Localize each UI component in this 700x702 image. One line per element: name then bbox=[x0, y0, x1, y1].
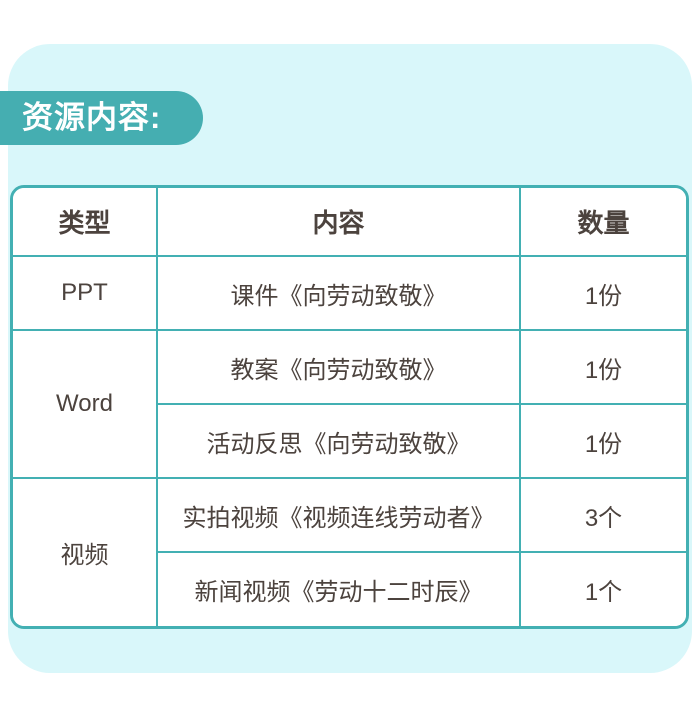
table-row: Word 教案《向劳动致敬》 1份 bbox=[13, 329, 686, 479]
cell-content: 实拍视频《视频连线劳动者》 bbox=[156, 477, 521, 553]
section-title-badge: 资源内容: bbox=[0, 91, 204, 145]
cell-content: 教案《向劳动致敬》 bbox=[156, 329, 521, 405]
resource-table: 类型 内容 数量 PPT 课件《向劳动致敬》 1份 Word 教案《向劳动致敬》… bbox=[13, 188, 686, 626]
table-row: PPT 课件《向劳动致敬》 1份 bbox=[13, 255, 686, 331]
cell-qty: 1个 bbox=[519, 551, 686, 626]
header-type: 类型 bbox=[13, 188, 158, 257]
cell-content: 课件《向劳动致敬》 bbox=[156, 255, 521, 331]
cell-qty: 3个 bbox=[519, 477, 686, 553]
cell-content: 活动反思《向劳动致敬》 bbox=[156, 403, 521, 479]
cell-content: 新闻视频《劳动十二时辰》 bbox=[156, 551, 521, 626]
table-header-row: 类型 内容 数量 bbox=[13, 188, 686, 257]
table-row: 新闻视频《劳动十二时辰》 1个 bbox=[13, 551, 686, 626]
cell-type-ppt: PPT bbox=[13, 255, 158, 331]
cell-type-word: Word bbox=[13, 329, 158, 479]
header-content: 内容 bbox=[156, 188, 521, 257]
cell-qty: 1份 bbox=[519, 329, 686, 405]
cell-qty: 1份 bbox=[519, 255, 686, 331]
table-row: 视频 实拍视频《视频连线劳动者》 3个 bbox=[13, 477, 686, 626]
header-qty: 数量 bbox=[519, 188, 686, 257]
table-row: 活动反思《向劳动致敬》 1份 bbox=[13, 403, 686, 479]
resource-table-container: 类型 内容 数量 PPT 课件《向劳动致敬》 1份 Word 教案《向劳动致敬》… bbox=[10, 185, 689, 629]
cell-qty: 1份 bbox=[519, 403, 686, 479]
section-title: 资源内容: bbox=[22, 100, 162, 135]
cell-type-video: 视频 bbox=[13, 477, 158, 626]
